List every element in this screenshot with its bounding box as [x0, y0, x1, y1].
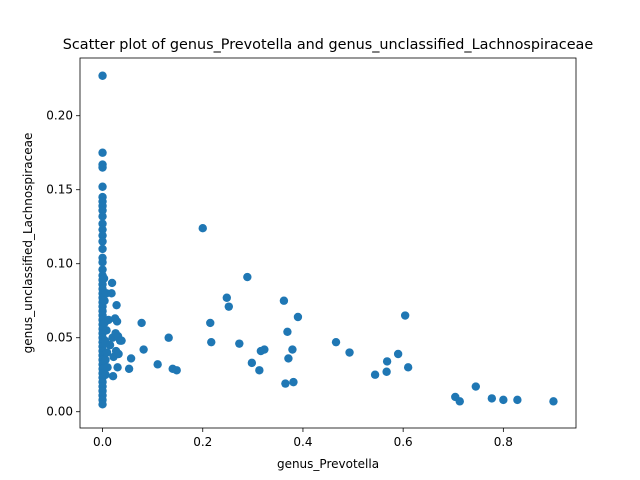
data-point — [206, 318, 215, 328]
plot-frame — [79, 57, 577, 429]
data-point — [105, 340, 115, 350]
data-point — [331, 337, 341, 347]
data-point — [124, 364, 134, 373]
data-point — [172, 366, 181, 375]
data-point — [112, 317, 122, 326]
data-point — [98, 400, 107, 409]
x-tick-label: 0.0 — [93, 435, 112, 449]
x-tick-label: 0.4 — [293, 435, 312, 449]
data-point — [198, 224, 207, 233]
data-point — [98, 163, 107, 172]
data-points — [98, 71, 558, 409]
data-point — [98, 225, 107, 234]
data-point — [255, 366, 264, 375]
data-point — [345, 348, 354, 357]
data-point — [513, 395, 522, 405]
data-point — [471, 382, 480, 391]
data-point — [101, 370, 110, 379]
data-point — [281, 379, 290, 388]
data-point — [113, 363, 122, 372]
data-point — [284, 354, 293, 363]
data-point — [455, 397, 464, 406]
data-point — [102, 348, 112, 357]
y-tick-label: 0.05 — [46, 331, 73, 345]
data-point — [382, 367, 391, 376]
y-axis-label: genus_unclassified_Lachnospiraceae — [21, 133, 35, 354]
data-point — [103, 363, 112, 372]
data-point — [114, 349, 123, 359]
data-point — [104, 315, 113, 325]
data-point — [382, 357, 392, 366]
data-point — [139, 345, 148, 354]
y-axis-ticks: 0.00 0.05 0.10 0.15 0.20 — [46, 109, 80, 419]
data-point — [487, 394, 497, 403]
data-point — [279, 296, 289, 305]
data-point — [107, 278, 117, 288]
x-axis-ticks: 0.0 0.2 0.4 0.6 0.8 — [93, 428, 513, 449]
data-point — [260, 345, 269, 354]
data-point — [247, 358, 257, 368]
x-tick-label: 0.2 — [193, 435, 212, 449]
data-point — [137, 318, 146, 328]
data-point — [98, 237, 107, 246]
x-tick-label: 0.8 — [494, 435, 513, 449]
data-point — [283, 327, 292, 336]
x-tick-label: 0.6 — [394, 435, 413, 449]
y-tick-label: 0.20 — [46, 109, 73, 123]
data-point — [98, 206, 107, 215]
data-point — [98, 231, 107, 240]
x-axis-label: genus_Prevotella — [277, 457, 379, 471]
data-point — [98, 258, 107, 267]
data-point — [222, 293, 231, 302]
data-point — [100, 296, 109, 305]
data-point — [403, 363, 413, 372]
data-point — [235, 339, 244, 348]
y-tick-label: 0.15 — [46, 183, 73, 197]
data-point — [117, 336, 126, 345]
data-point — [293, 312, 303, 322]
data-point — [153, 360, 162, 369]
data-point — [207, 337, 216, 347]
data-point — [499, 395, 508, 405]
data-point — [288, 345, 297, 354]
data-point — [108, 372, 118, 381]
data-point — [549, 397, 558, 406]
data-point — [112, 300, 121, 310]
chart-title: Scatter plot of genus_Prevotella and gen… — [63, 37, 594, 53]
y-tick-label: 0.10 — [46, 257, 73, 271]
data-point — [98, 182, 107, 191]
data-point — [164, 333, 173, 342]
data-point — [98, 219, 107, 228]
data-point — [98, 148, 107, 157]
y-tick-label: 0.00 — [46, 405, 73, 419]
data-point — [126, 354, 136, 363]
data-point — [243, 272, 252, 282]
data-point — [98, 71, 107, 80]
data-point — [98, 244, 107, 254]
data-point — [393, 349, 403, 359]
data-point — [101, 355, 110, 365]
data-point — [98, 212, 107, 221]
data-point — [224, 302, 233, 311]
data-point — [107, 289, 116, 298]
data-point — [102, 326, 111, 335]
data-point — [370, 370, 380, 379]
data-point — [400, 311, 410, 320]
data-point — [289, 377, 298, 387]
data-point — [98, 265, 107, 274]
data-point — [99, 274, 109, 283]
